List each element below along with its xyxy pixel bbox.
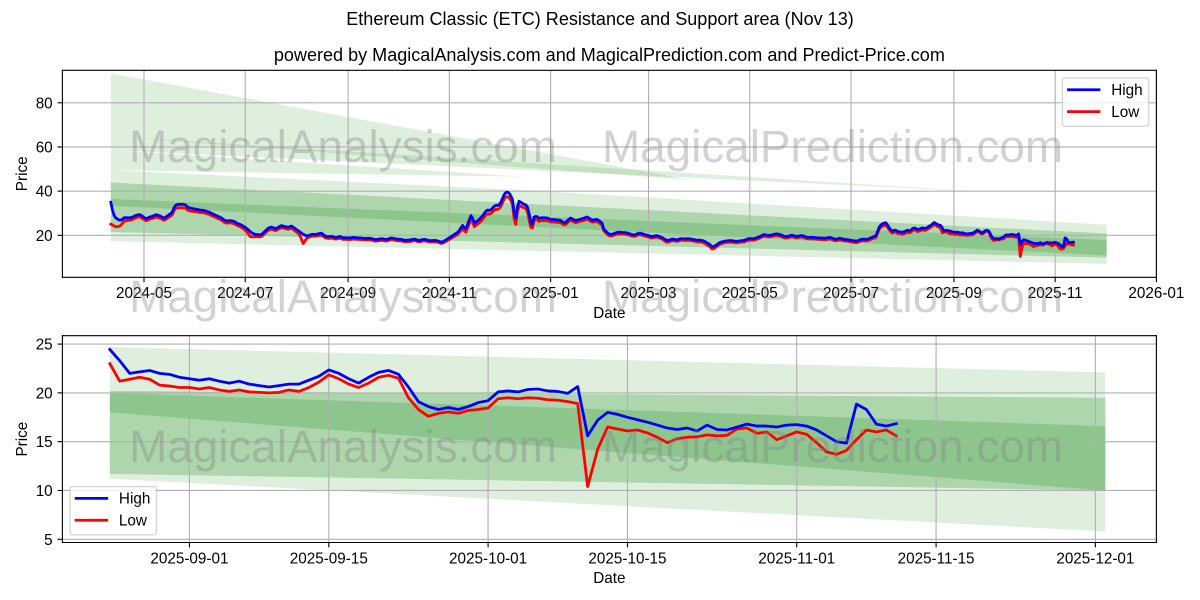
- svg-text:MagicalAnalysis.com: MagicalAnalysis.com: [129, 421, 557, 472]
- svg-text:MagicalPrediction.com: MagicalPrediction.com: [602, 421, 1063, 472]
- svg-text:Date: Date: [593, 570, 625, 587]
- svg-text:Low: Low: [1111, 104, 1140, 121]
- svg-text:2025-11-15: 2025-11-15: [898, 550, 975, 567]
- svg-text:2025-10-15: 2025-10-15: [588, 550, 666, 567]
- svg-text:2024-09: 2024-09: [320, 285, 376, 302]
- svg-text:2024-11: 2024-11: [422, 285, 477, 302]
- svg-text:2025-11-01: 2025-11-01: [758, 550, 835, 567]
- svg-text:High: High: [1111, 82, 1142, 99]
- svg-text:2025-10-01: 2025-10-01: [449, 550, 527, 567]
- svg-text:Date: Date: [593, 305, 625, 322]
- svg-text:60: 60: [36, 139, 53, 156]
- svg-text:powered by MagicalAnalysis.com: powered by MagicalAnalysis.com and Magic…: [274, 45, 945, 65]
- svg-text:2026-01: 2026-01: [1128, 285, 1184, 302]
- svg-text:25: 25: [36, 337, 53, 354]
- svg-text:2025-09-01: 2025-09-01: [150, 550, 228, 567]
- svg-text:2025-03: 2025-03: [621, 285, 677, 302]
- svg-text:2025-12-01: 2025-12-01: [1056, 550, 1134, 567]
- svg-text:2025-07: 2025-07: [823, 285, 879, 302]
- svg-text:10: 10: [36, 483, 53, 500]
- svg-text:Ethereum Classic (ETC) Resista: Ethereum Classic (ETC) Resistance and Su…: [346, 9, 854, 29]
- svg-text:80: 80: [36, 95, 53, 112]
- svg-text:2025-09-15: 2025-09-15: [290, 550, 368, 567]
- svg-text:2025-05: 2025-05: [722, 285, 778, 302]
- svg-text:MagicalPrediction.com: MagicalPrediction.com: [602, 271, 1063, 322]
- svg-text:2025-01: 2025-01: [523, 285, 579, 302]
- svg-text:2025-09: 2025-09: [926, 285, 982, 302]
- svg-text:Price: Price: [14, 422, 31, 457]
- svg-text:5: 5: [44, 532, 53, 549]
- svg-text:MagicalAnalysis.com: MagicalAnalysis.com: [129, 121, 557, 172]
- svg-text:Low: Low: [119, 513, 148, 530]
- svg-text:MagicalPrediction.com: MagicalPrediction.com: [602, 121, 1063, 172]
- svg-text:40: 40: [36, 184, 53, 201]
- svg-text:Price: Price: [14, 156, 31, 191]
- svg-text:2024-05: 2024-05: [116, 285, 172, 302]
- svg-text:20: 20: [36, 385, 53, 402]
- svg-text:20: 20: [36, 228, 53, 245]
- svg-text:15: 15: [36, 434, 53, 451]
- svg-text:MagicalAnalysis.com: MagicalAnalysis.com: [129, 271, 557, 322]
- svg-text:2024-07: 2024-07: [217, 285, 273, 302]
- svg-text:2025-11: 2025-11: [1028, 285, 1083, 302]
- svg-text:High: High: [119, 491, 150, 508]
